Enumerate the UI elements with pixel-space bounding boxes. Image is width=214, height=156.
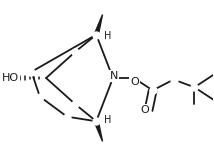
- Text: HO: HO: [2, 73, 19, 83]
- Text: H: H: [104, 31, 111, 41]
- Polygon shape: [94, 15, 103, 35]
- Text: O: O: [130, 77, 139, 87]
- Text: N: N: [110, 71, 118, 81]
- Polygon shape: [94, 121, 103, 141]
- Text: O: O: [140, 105, 149, 115]
- Text: H: H: [104, 115, 111, 125]
